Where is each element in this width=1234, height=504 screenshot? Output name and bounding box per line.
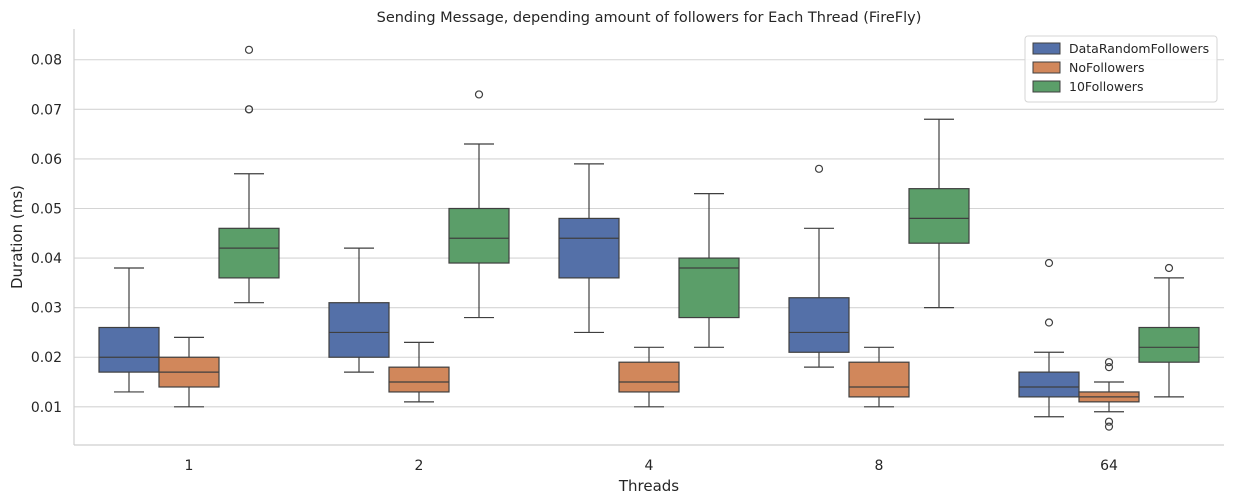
y-tick-label: 0.05: [31, 201, 62, 217]
outlier-point: [1044, 258, 1054, 268]
legend-box: [1024, 35, 1218, 103]
y-tick-label: 0.04: [31, 251, 62, 267]
y-tick-label: 0.01: [31, 400, 62, 416]
axes: [73, 29, 1224, 446]
box: [1018, 258, 1080, 418]
box: [788, 164, 850, 368]
y-tick-label: 0.07: [31, 102, 62, 118]
x-axis-label: Threads: [618, 477, 679, 495]
y-tick-labels: 0.01 0.02 0.03 0.04 0.05 0.06 0.07 0.08: [31, 53, 62, 416]
y-axis-label: Duration (ms): [8, 185, 26, 289]
box: [98, 267, 160, 393]
box-iqr: [558, 217, 620, 279]
box-iqr: [1018, 371, 1080, 398]
outlier-point: [1104, 358, 1114, 367]
y-tick-label: 0.03: [31, 301, 62, 317]
box: [618, 346, 680, 408]
series-10Followers: [218, 45, 1200, 398]
box: [558, 163, 620, 334]
legend-label: DataRandomFollowers: [1069, 41, 1209, 56]
box-iqr: [448, 207, 510, 264]
outlier-point: [244, 45, 254, 54]
box-iqr: [1138, 326, 1200, 363]
outlier-point: [814, 164, 824, 173]
legend: DataRandomFollowers NoFollowers 10Follower…: [1024, 35, 1218, 103]
x-tick-label: 4: [645, 458, 654, 474]
chart-title: Sending Message, depending amount of fol…: [377, 10, 922, 26]
outlier-point: [1164, 263, 1174, 273]
outlier-point: [244, 105, 254, 114]
box-series: [98, 45, 1200, 431]
box: [328, 247, 390, 373]
x-tick-label: 1: [185, 458, 194, 474]
box-iqr: [388, 366, 450, 393]
legend-swatch: [1032, 61, 1061, 74]
legend-swatch: [1032, 42, 1061, 55]
box-iqr: [328, 302, 390, 358]
y-tick-label: 0.06: [31, 152, 62, 168]
box: [1078, 358, 1140, 431]
series-NoFollowers: [158, 336, 1140, 431]
x-tick-labels: 1 2 4 8 64: [185, 458, 1118, 474]
legend-swatch: [1032, 80, 1061, 93]
box-iqr: [218, 227, 280, 279]
box-iqr: [788, 297, 850, 353]
box: [388, 341, 450, 403]
box-iqr: [678, 257, 740, 319]
box: [218, 45, 280, 304]
outlier-point: [1104, 422, 1114, 431]
x-tick-label: 8: [875, 458, 884, 474]
box: [848, 346, 910, 408]
box: [908, 118, 970, 309]
y-tick-label: 0.02: [31, 350, 62, 366]
box-iqr: [908, 188, 970, 244]
box: [678, 193, 740, 348]
x-tick-label: 2: [415, 458, 424, 474]
x-tick-label: 64: [1100, 458, 1118, 474]
y-tick-label: 0.08: [31, 53, 62, 69]
outlier-point: [1104, 363, 1114, 372]
box-iqr: [98, 326, 160, 373]
outlier-point: [1044, 318, 1054, 327]
legend-label: NoFollowers: [1069, 60, 1145, 75]
box-iqr: [848, 361, 910, 398]
box: [448, 90, 510, 319]
outlier-point: [1104, 417, 1114, 426]
series-DataRandomFollowers: [98, 163, 1080, 418]
outlier-point: [474, 90, 484, 99]
box-iqr: [618, 361, 680, 393]
box: [158, 336, 220, 408]
legend-label: 10Followers: [1069, 79, 1143, 94]
box: [1138, 263, 1200, 398]
